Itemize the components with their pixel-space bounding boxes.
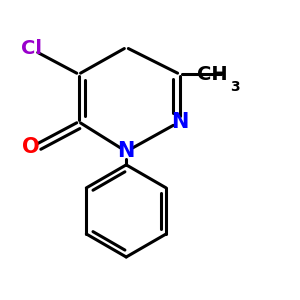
Text: N: N <box>171 112 188 132</box>
Text: 3: 3 <box>230 80 240 94</box>
Text: N: N <box>118 142 135 161</box>
Text: O: O <box>22 137 40 157</box>
Text: Cl: Cl <box>21 39 42 58</box>
Text: CH: CH <box>197 65 227 84</box>
